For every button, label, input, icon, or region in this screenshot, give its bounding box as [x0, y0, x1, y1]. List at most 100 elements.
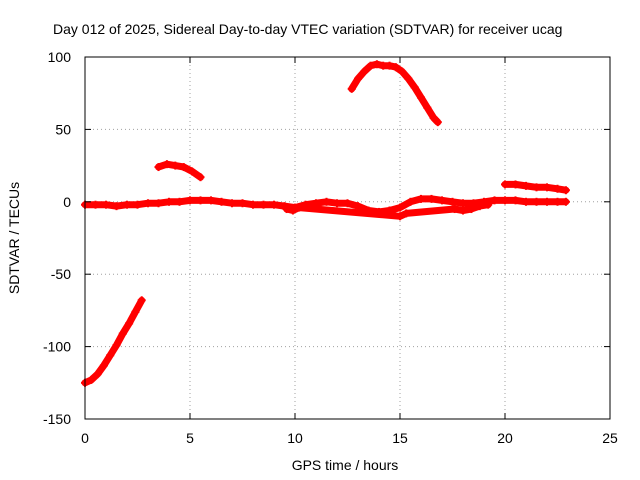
data-point [295, 203, 304, 212]
data-point [354, 202, 362, 211]
data-point [99, 361, 108, 370]
x-tick-label: 5 [186, 430, 194, 446]
y-tick-label: -50 [51, 266, 71, 282]
data-point [354, 74, 362, 83]
data-point [501, 196, 509, 205]
data-point [154, 163, 163, 172]
data-point [87, 375, 96, 384]
data-point [553, 197, 562, 206]
series-trace [283, 201, 492, 220]
y-tick-label: 100 [48, 49, 72, 65]
data-point [343, 199, 352, 208]
chart-title: Day 012 of 2025, Sidereal Day-to-day VTE… [53, 21, 562, 37]
data-point [396, 212, 404, 221]
data-point [561, 197, 570, 206]
data-point [450, 205, 459, 214]
data-point [118, 329, 127, 338]
data-point [196, 196, 205, 205]
data-point [217, 197, 226, 206]
data-point [93, 370, 102, 379]
data-point [543, 183, 551, 192]
data-point [427, 194, 436, 203]
data-point [410, 83, 419, 92]
data-point [154, 199, 163, 208]
data-point [196, 173, 205, 182]
x-tick-label: 0 [81, 430, 89, 446]
data-point [288, 206, 297, 215]
data-point [162, 160, 171, 169]
data-point [475, 202, 484, 211]
y-axis-label: SDTVAR / TECUs [6, 182, 22, 294]
data-point [179, 163, 188, 172]
data-point [402, 209, 411, 218]
data-point [259, 200, 268, 209]
data-point [372, 60, 381, 69]
series-trace [81, 296, 146, 387]
data-point [423, 103, 432, 112]
y-tick-label: -100 [43, 339, 71, 355]
gridlines [85, 57, 610, 419]
data-point [448, 197, 457, 206]
data-point [532, 183, 541, 192]
data-point [417, 93, 425, 102]
data-point [112, 202, 121, 211]
data-point [522, 197, 530, 206]
data-point [171, 161, 180, 170]
data-point [133, 200, 142, 209]
data-point [406, 197, 415, 206]
data-point [511, 196, 520, 205]
data-point [396, 203, 404, 212]
data-point [391, 63, 400, 72]
x-axis-label: GPS time / hours [292, 457, 399, 473]
data-point [91, 200, 100, 209]
x-tick-label: 20 [497, 430, 513, 446]
data-point [112, 341, 121, 350]
data-point [131, 307, 140, 316]
data-point [501, 180, 509, 189]
data-point [282, 205, 291, 214]
data-point [522, 181, 530, 190]
data-point [347, 84, 356, 93]
data-point [561, 186, 570, 195]
data-point [188, 167, 197, 176]
data-point [137, 296, 146, 305]
data-point [532, 197, 541, 206]
data-point [429, 113, 438, 122]
y-tick-label: 50 [55, 121, 71, 137]
data-point [438, 196, 446, 205]
data-point [123, 200, 131, 209]
data-point [433, 118, 442, 127]
data-point [238, 199, 247, 208]
x-tick-label: 10 [287, 430, 303, 446]
data-point [175, 197, 184, 206]
y-tick-label: -150 [43, 411, 71, 427]
data-point [144, 199, 152, 208]
data-point [511, 180, 520, 189]
data-point [459, 199, 467, 208]
data-point [207, 196, 215, 205]
data-point [106, 351, 115, 360]
data-point [270, 200, 278, 209]
data-point [553, 184, 562, 193]
data-point [467, 205, 476, 214]
data-points [81, 60, 570, 387]
data-point [186, 196, 194, 205]
data-point [360, 67, 369, 76]
data-point [322, 197, 331, 206]
y-tick-label: 0 [63, 194, 71, 210]
plot-frame [84, 56, 611, 420]
data-point [543, 197, 551, 206]
axis-ticks: 0 5 10 15 20 25 -150 -100 -50 0 50 100 [43, 49, 618, 446]
data-point [165, 197, 173, 206]
data-point [228, 199, 236, 208]
data-point [333, 199, 341, 208]
data-point [125, 319, 134, 328]
data-point [366, 61, 375, 70]
x-tick-label: 25 [602, 430, 618, 446]
data-point [490, 196, 499, 205]
data-point [249, 200, 257, 209]
data-point [102, 200, 110, 209]
data-point [484, 200, 493, 209]
